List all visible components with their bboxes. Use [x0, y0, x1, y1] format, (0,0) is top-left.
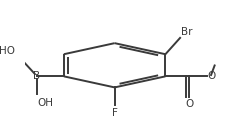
Text: HO: HO	[0, 46, 15, 56]
Text: O: O	[185, 99, 193, 109]
Text: B: B	[33, 71, 40, 81]
Text: OH: OH	[38, 98, 54, 108]
Text: Br: Br	[181, 27, 192, 37]
Text: O: O	[208, 71, 216, 81]
Text: F: F	[112, 108, 118, 118]
